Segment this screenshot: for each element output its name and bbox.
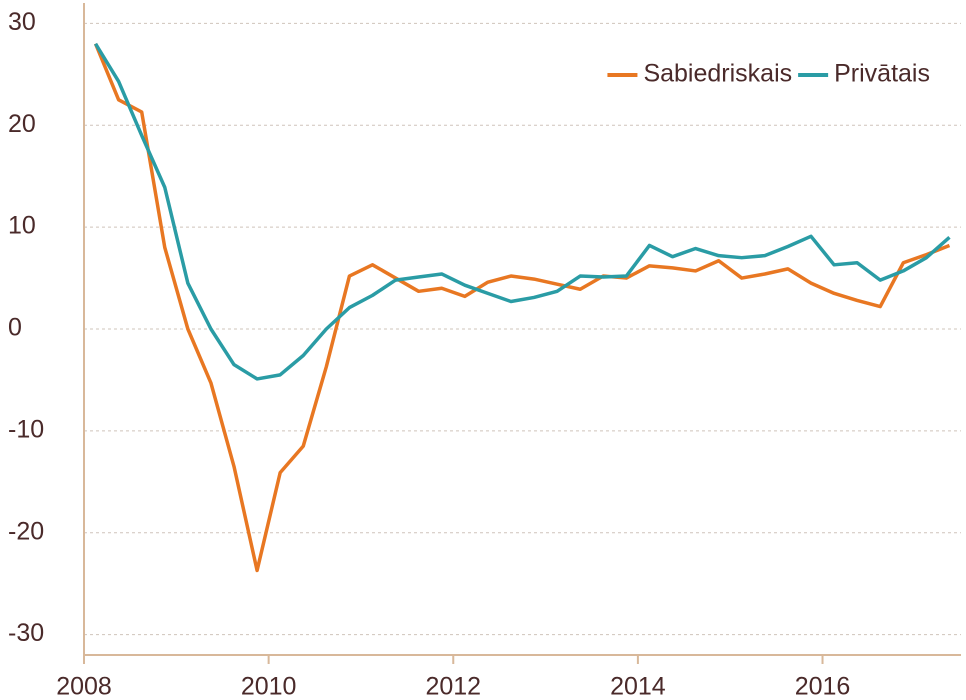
legend-label: Privātais	[834, 60, 930, 88]
x-tick-label: 2008	[56, 673, 112, 700]
series-line	[93, 43, 951, 573]
y-tick-label: 10	[8, 212, 36, 240]
y-tick-label: -20	[8, 517, 44, 545]
y-tick-label: 0	[8, 314, 22, 342]
x-tick-label: 2016	[795, 673, 851, 700]
y-tick-label: 20	[8, 110, 36, 138]
y-tick-label: 30	[8, 8, 36, 36]
legend-label: Sabiedriskais	[643, 60, 792, 88]
y-tick-label: -30	[8, 619, 44, 647]
series-line	[94, 42, 951, 381]
x-tick-label: 2010	[241, 673, 297, 700]
x-tick-label: 2014	[610, 673, 666, 700]
y-tick-label: -10	[8, 415, 44, 443]
x-tick-label: 2012	[425, 673, 481, 700]
